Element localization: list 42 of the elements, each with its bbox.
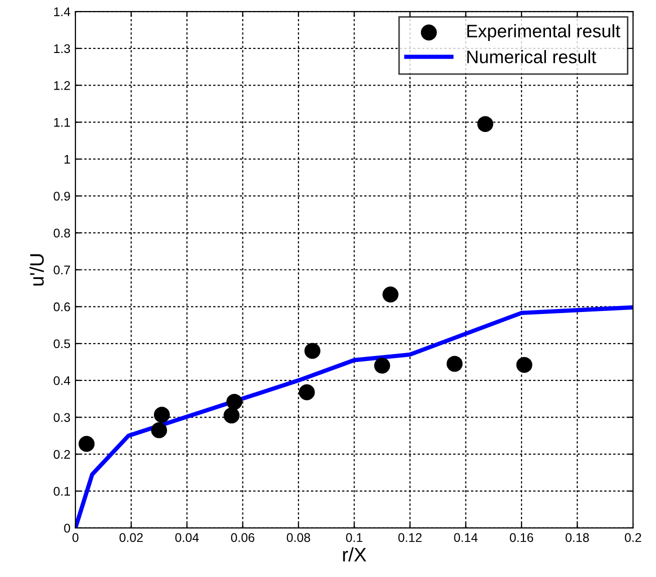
point xyxy=(298,384,315,400)
y-tick-label: 1 xyxy=(64,155,70,164)
point xyxy=(154,406,170,423)
y-tick-label: 0.5 xyxy=(54,339,70,348)
y-tick-label: 1.4 xyxy=(54,7,70,16)
point xyxy=(226,394,242,410)
point xyxy=(151,422,168,438)
x-tick-label: 0.12 xyxy=(398,533,422,542)
y-tick-label: 0.9 xyxy=(54,192,70,201)
point xyxy=(446,356,463,372)
y-tick-label: 0.4 xyxy=(54,376,70,386)
point xyxy=(382,286,398,302)
legend-label: Experimental result xyxy=(467,24,620,42)
x-tick-label: 0.02 xyxy=(120,533,143,542)
point xyxy=(304,342,320,359)
legend-label: Numerical result xyxy=(467,50,596,64)
x-tick-label: 0.04 xyxy=(175,533,199,542)
x-tick-label: 0.06 xyxy=(231,533,254,542)
y-tick-label: 0.3 xyxy=(54,413,70,422)
y-tick-label: 1.2 xyxy=(54,81,70,90)
x-tick-label: 0.2 xyxy=(624,533,642,542)
point xyxy=(516,356,532,373)
y-tick-label: 0.7 xyxy=(54,266,70,274)
x-axis-title: r/X xyxy=(343,547,366,562)
y-tick-label: 0.2 xyxy=(54,450,70,459)
x-tick-label: 0.14 xyxy=(454,533,478,542)
y-tick-label: 1.3 xyxy=(54,44,70,54)
point xyxy=(374,358,390,374)
x-tick-label: 0.1 xyxy=(346,533,362,542)
x-tick-label: 0 xyxy=(72,533,78,542)
x-tick-label: 0.16 xyxy=(510,533,534,542)
point xyxy=(477,116,494,132)
y-tick-label: 0 xyxy=(64,524,70,533)
y-tick-label: 0.6 xyxy=(54,302,70,312)
y-tick-label: 0.1 xyxy=(54,486,70,496)
point xyxy=(224,407,240,424)
y-axis-title: u'/U xyxy=(30,254,44,286)
x-tick-label: 0.08 xyxy=(286,533,310,542)
point xyxy=(78,436,95,452)
y-tick-label: 1.1 xyxy=(54,118,70,127)
y-tick-label: 0.8 xyxy=(54,228,70,238)
x-tick-label: 0.18 xyxy=(566,533,589,542)
